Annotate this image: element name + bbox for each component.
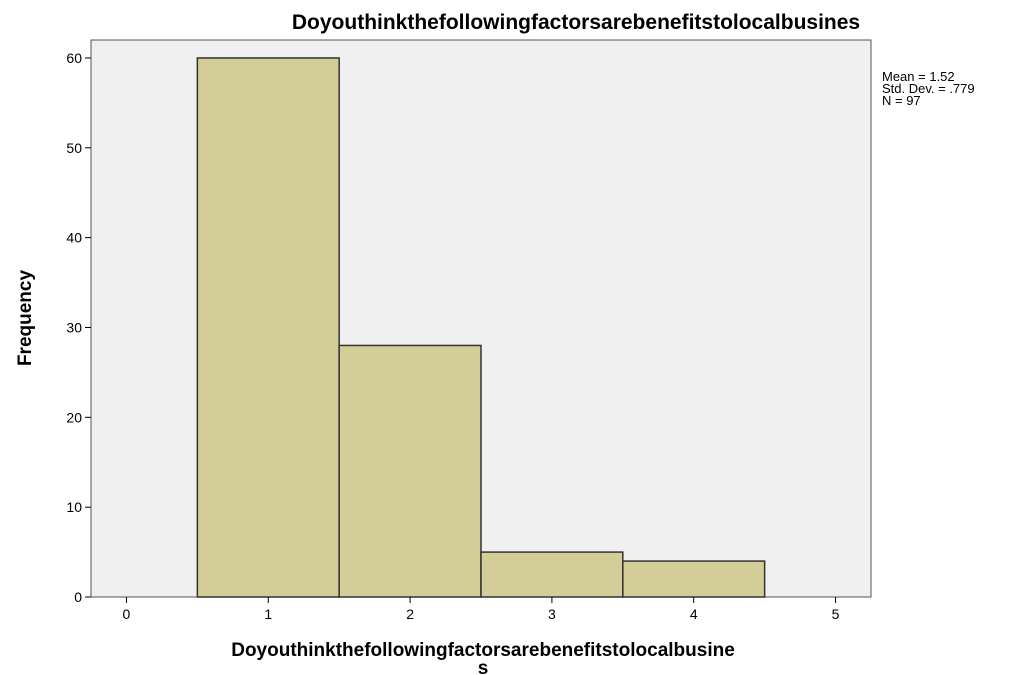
y-axis-label: Frequency <box>15 270 36 367</box>
y-tick-label: 60 <box>66 50 82 66</box>
x-tick-label: 2 <box>406 606 414 622</box>
y-tick-label: 20 <box>66 409 82 425</box>
bars-group <box>196 57 766 598</box>
x-axis-label-line1: Doyouthinkthefollowingfactorsarebenefits… <box>231 640 735 661</box>
x-axis-ticks: 0 1 2 3 4 5 <box>123 597 840 622</box>
stats-line: N = 97 <box>882 93 921 108</box>
x-tick-label: 5 <box>832 606 840 622</box>
x-tick-label: 0 <box>123 606 131 622</box>
y-tick-label: 30 <box>66 319 82 335</box>
histogram-bar-1 <box>196 57 340 598</box>
histogram-bar-3 <box>480 551 624 598</box>
stats-line: Std. Dev. = .779 <box>882 81 975 96</box>
x-tick-label: 3 <box>548 606 556 622</box>
stats-line: Mean = 1.52 <box>882 69 955 84</box>
chart-title: Doyouthinkthefollowingfactorsarebenefits… <box>292 11 860 34</box>
y-tick-label: 10 <box>66 499 82 515</box>
histogram-bar-4 <box>622 560 766 598</box>
histogram-bar-2 <box>338 344 482 598</box>
x-axis-label-line2: s <box>478 658 489 675</box>
x-tick-label: 1 <box>264 606 272 622</box>
y-axis-ticks: 0 10 20 30 40 50 60 <box>66 50 91 605</box>
y-tick-label: 0 <box>74 589 82 605</box>
x-tick-label: 4 <box>690 606 698 622</box>
y-tick-label: 50 <box>66 140 82 156</box>
y-tick-label: 40 <box>66 230 82 246</box>
